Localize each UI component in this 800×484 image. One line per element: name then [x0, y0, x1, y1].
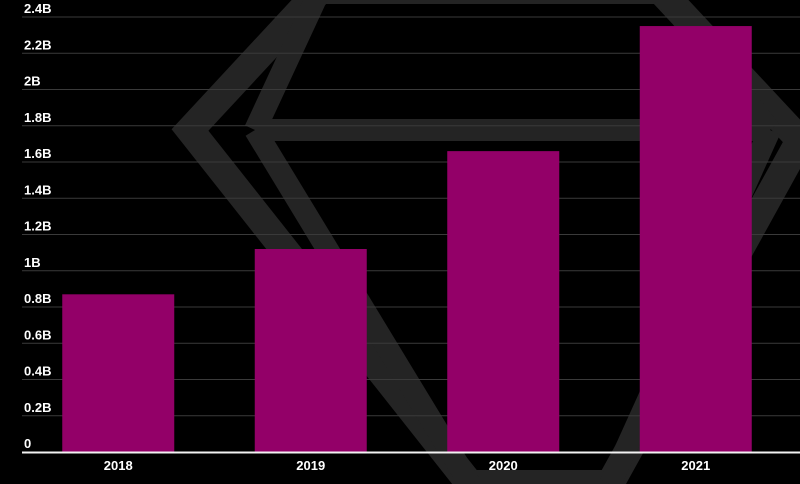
bar-2020 [447, 151, 560, 452]
y-tick-label: 2B [24, 74, 41, 89]
y-tick-label: 2.2B [24, 37, 51, 52]
x-axis-tick-labels: 2018 2019 2020 2021 [104, 458, 710, 473]
y-tick-label: 1.6B [24, 146, 51, 161]
y-tick-label: 1.4B [24, 182, 51, 197]
y-tick-label: 2.4B [24, 1, 51, 16]
y-axis-tick-labels: 0 0.2B 0.4B 0.6B 0.8B 1B 1.2B 1.4B 1.6B 1.8B 2B 2.2… [24, 1, 51, 451]
x-tick-label: 2021 [681, 458, 710, 473]
x-tick-label: 2020 [489, 458, 518, 473]
y-tick-label: 0.2B [24, 400, 51, 415]
bar-2018 [62, 294, 175, 452]
y-tick-label: 0.4B [24, 364, 51, 379]
bars [62, 26, 752, 452]
y-tick-label: 0.8B [24, 291, 51, 306]
bar-2021 [639, 26, 752, 452]
y-tick-label: 0 [24, 436, 31, 451]
x-tick-label: 2019 [296, 458, 325, 473]
bar-2019 [254, 249, 367, 452]
x-tick-label: 2018 [104, 458, 133, 473]
y-tick-label: 1.2B [24, 219, 51, 234]
y-tick-label: 1B [24, 255, 41, 270]
y-tick-label: 0.6B [24, 327, 51, 342]
y-tick-label: 1.8B [24, 110, 51, 125]
